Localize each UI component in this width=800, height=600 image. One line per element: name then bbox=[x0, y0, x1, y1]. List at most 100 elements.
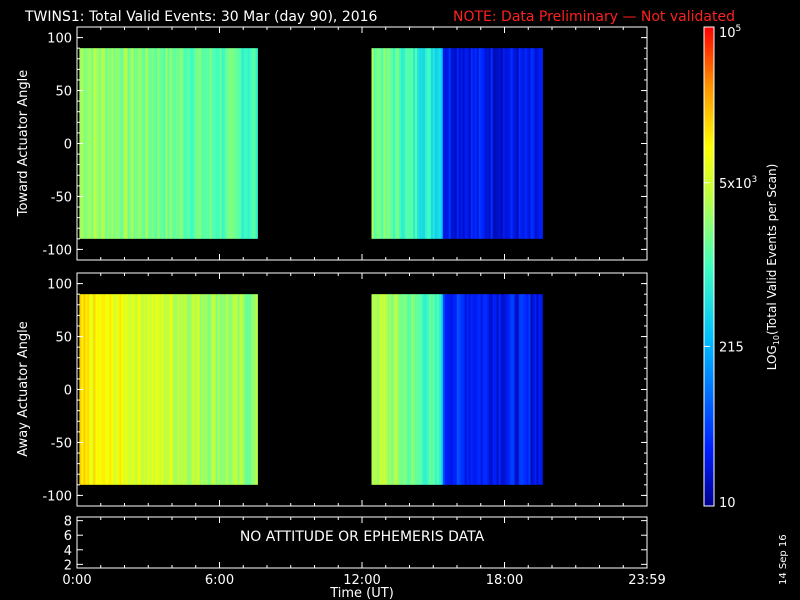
colorbar-tick-label: 215 bbox=[719, 340, 744, 355]
toward-stripe bbox=[207, 48, 210, 239]
away-stripe bbox=[446, 294, 450, 485]
away-heatmap bbox=[79, 294, 543, 485]
toward-stripe bbox=[109, 48, 112, 239]
away-stripe bbox=[422, 294, 426, 485]
away-stripe bbox=[379, 294, 382, 485]
away-stripe bbox=[185, 294, 188, 485]
toward-stripe bbox=[407, 48, 410, 239]
away-stripe bbox=[155, 294, 158, 485]
away-stripe bbox=[448, 294, 452, 485]
toward-stripe bbox=[432, 48, 436, 239]
preliminary-note: NOTE: Data Preliminary — Not validated bbox=[453, 9, 735, 25]
time-tick-label: 12:00 bbox=[343, 573, 380, 588]
away-stripe bbox=[151, 294, 154, 485]
toward-stripe bbox=[173, 48, 176, 239]
toward-stripe bbox=[245, 48, 248, 239]
away-stripe bbox=[450, 294, 454, 485]
away-stripe bbox=[183, 294, 186, 485]
attitude-ytick-label: 6 bbox=[64, 529, 72, 544]
toward-stripe bbox=[115, 48, 118, 239]
away-stripe bbox=[245, 294, 248, 485]
away-stripe bbox=[191, 294, 194, 485]
toward-y-label: Toward Actuator Angle bbox=[16, 70, 31, 217]
away-stripe bbox=[436, 294, 440, 485]
away-stripe bbox=[169, 294, 172, 485]
away-stripe bbox=[225, 294, 228, 485]
away-stripe bbox=[139, 294, 142, 485]
toward-stripe bbox=[484, 48, 488, 239]
away-stripe bbox=[482, 294, 486, 485]
toward-stripe bbox=[253, 48, 256, 239]
away-stripe bbox=[508, 294, 511, 485]
toward-stripe bbox=[187, 48, 190, 239]
away-stripe bbox=[510, 294, 513, 485]
away-stripe bbox=[255, 294, 258, 485]
toward-stripe bbox=[93, 48, 96, 239]
toward-stripe bbox=[486, 48, 490, 239]
toward-stripe bbox=[223, 48, 226, 239]
toward-stripe bbox=[103, 48, 106, 239]
attitude-ytick-label: 2 bbox=[64, 558, 72, 573]
toward-ytick-label: 100 bbox=[47, 32, 72, 47]
away-stripe bbox=[199, 294, 202, 485]
toward-stripe bbox=[133, 48, 136, 239]
toward-ytick-label: -100 bbox=[42, 243, 72, 258]
toward-stripe bbox=[217, 48, 220, 239]
away-stripe bbox=[125, 294, 128, 485]
away-stripe bbox=[175, 294, 178, 485]
toward-stripe bbox=[185, 48, 188, 239]
away-stripe bbox=[153, 294, 156, 485]
away-stripe bbox=[393, 294, 396, 485]
toward-stripe bbox=[422, 48, 426, 239]
toward-stripe bbox=[377, 48, 380, 239]
toward-stripe bbox=[411, 48, 414, 239]
toward-stripe bbox=[462, 48, 466, 239]
away-stripe bbox=[235, 294, 238, 485]
toward-stripe bbox=[472, 48, 476, 239]
away-stripe bbox=[419, 294, 422, 485]
away-stripe bbox=[413, 294, 416, 485]
away-stripe bbox=[111, 294, 114, 485]
away-stripe bbox=[474, 294, 478, 485]
toward-stripe bbox=[456, 48, 460, 239]
away-stripe bbox=[488, 294, 492, 485]
toward-stripe bbox=[442, 48, 446, 239]
toward-stripe bbox=[129, 48, 132, 239]
toward-stripe bbox=[211, 48, 214, 239]
away-stripe bbox=[193, 294, 196, 485]
away-stripe bbox=[205, 294, 208, 485]
away-stripe bbox=[434, 294, 438, 485]
toward-stripe bbox=[139, 48, 142, 239]
toward-stripe bbox=[205, 48, 208, 239]
away-stripe bbox=[89, 294, 92, 485]
away-stripe bbox=[87, 294, 90, 485]
away-stripe bbox=[147, 294, 150, 485]
toward-stripe bbox=[500, 48, 503, 239]
toward-stripe bbox=[121, 48, 124, 239]
toward-stripe bbox=[239, 48, 242, 239]
away-stripe bbox=[197, 294, 200, 485]
away-stripe bbox=[536, 294, 539, 485]
toward-stripe bbox=[419, 48, 422, 239]
toward-stripe bbox=[492, 48, 496, 239]
away-stripe bbox=[502, 294, 505, 485]
toward-stripe bbox=[391, 48, 394, 239]
toward-stripe bbox=[123, 48, 126, 239]
away-stripe bbox=[247, 294, 250, 485]
away-stripe bbox=[389, 294, 392, 485]
toward-stripe bbox=[227, 48, 230, 239]
toward-stripe bbox=[97, 48, 100, 239]
away-stripe bbox=[403, 294, 406, 485]
away-stripe bbox=[385, 294, 388, 485]
toward-stripe bbox=[373, 48, 376, 239]
away-stripe bbox=[375, 294, 378, 485]
away-stripe bbox=[442, 294, 446, 485]
away-stripe bbox=[149, 294, 152, 485]
away-stripe bbox=[201, 294, 204, 485]
away-stripe bbox=[417, 294, 420, 485]
toward-stripe bbox=[526, 48, 529, 239]
away-stripe bbox=[397, 294, 400, 485]
away-stripe bbox=[514, 294, 517, 485]
toward-stripe bbox=[189, 48, 192, 239]
